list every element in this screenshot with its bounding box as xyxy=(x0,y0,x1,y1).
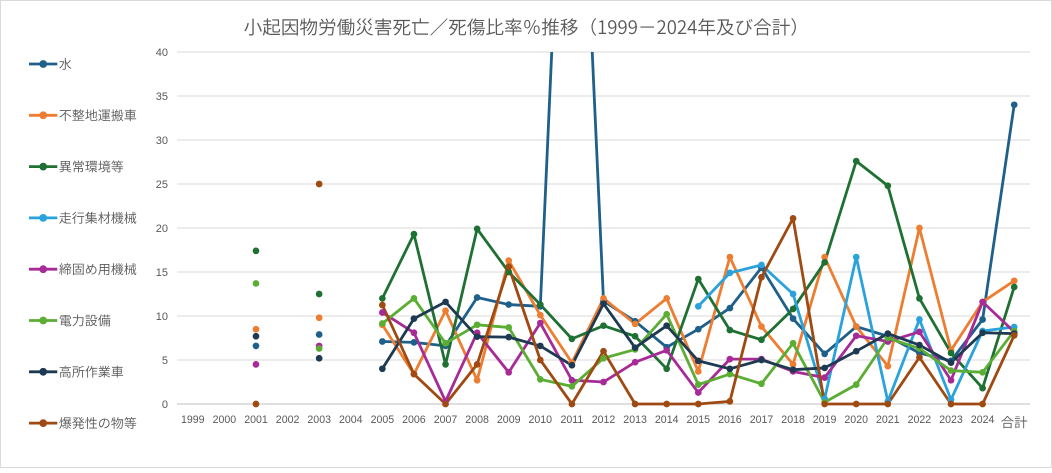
svg-text:2001: 2001 xyxy=(244,414,268,426)
svg-text:2024: 2024 xyxy=(971,414,995,426)
svg-text:2010: 2010 xyxy=(529,414,553,426)
svg-text:2007: 2007 xyxy=(434,414,458,426)
svg-text:5: 5 xyxy=(162,355,168,367)
svg-text:2013: 2013 xyxy=(623,414,647,426)
svg-text:2021: 2021 xyxy=(876,414,900,426)
svg-text:2000: 2000 xyxy=(213,414,237,426)
svg-text:2020: 2020 xyxy=(844,414,868,426)
svg-text:2023: 2023 xyxy=(939,414,963,426)
svg-text:15: 15 xyxy=(156,267,168,279)
svg-text:2022: 2022 xyxy=(908,414,932,426)
svg-text:2004: 2004 xyxy=(339,414,363,426)
svg-text:10: 10 xyxy=(156,311,168,323)
svg-text:2009: 2009 xyxy=(497,414,521,426)
svg-text:2011: 2011 xyxy=(561,414,584,426)
svg-text:2005: 2005 xyxy=(371,414,395,426)
svg-text:2019: 2019 xyxy=(813,414,837,426)
svg-text:2003: 2003 xyxy=(307,414,331,426)
svg-text:2008: 2008 xyxy=(465,414,489,426)
svg-text:2017: 2017 xyxy=(750,414,774,426)
svg-text:2015: 2015 xyxy=(687,414,711,426)
svg-text:25: 25 xyxy=(156,179,168,191)
svg-text:2018: 2018 xyxy=(781,414,805,426)
svg-text:0: 0 xyxy=(162,399,168,411)
svg-text:2014: 2014 xyxy=(655,414,679,426)
svg-text:35: 35 xyxy=(156,91,168,103)
svg-text:20: 20 xyxy=(156,223,168,235)
svg-text:2012: 2012 xyxy=(592,414,616,426)
svg-text:40: 40 xyxy=(156,47,168,59)
svg-text:2002: 2002 xyxy=(276,414,300,426)
svg-text:30: 30 xyxy=(156,135,168,147)
svg-text:2006: 2006 xyxy=(402,414,426,426)
svg-text:1999: 1999 xyxy=(181,414,205,426)
svg-text:2016: 2016 xyxy=(718,414,742,426)
